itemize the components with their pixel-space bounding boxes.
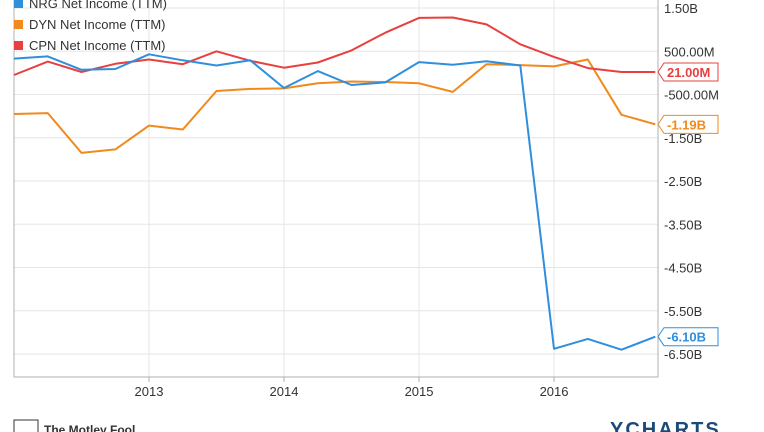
x-axis-ticks: 2013 2014 2015 2016 — [135, 377, 569, 399]
x-tick-label: 2013 — [135, 384, 164, 399]
y-tick-label: -3.50B — [664, 217, 702, 232]
legend-label: DYN Net Income (TTM) — [29, 17, 166, 32]
motley-fool-logo-icon — [13, 419, 39, 432]
end-label-cpn: 21.00M — [657, 62, 719, 82]
legend-label: NRG Net Income (TTM) — [29, 0, 167, 11]
x-tick-label: 2014 — [270, 384, 299, 399]
plot-area-border — [13, 0, 659, 378]
y-tick-label: -500.00M — [664, 88, 719, 103]
end-label-pointer — [657, 327, 719, 347]
end-label-text: 21.00M — [667, 65, 710, 80]
legend-swatch — [14, 0, 23, 8]
x-tick-label: 2015 — [405, 384, 434, 399]
y-tick-label: -2.50B — [664, 174, 702, 189]
footer-right-text: YCHARTS — [610, 419, 721, 432]
legend-swatch — [14, 41, 23, 50]
series-line-dyn — [13, 58, 656, 154]
y-axis-ticks: 1.50B 500.00M -500.00M -1.50B -2.50B -3.50B -4… — [664, 1, 719, 362]
legend: NRG Net Income (TTM) DYN Net Income (TTM)… — [14, 0, 167, 53]
end-label-text: -6.10B — [667, 330, 706, 345]
x-tick-label: 2016 — [540, 384, 569, 399]
y-tick-label: 500.00M — [664, 44, 715, 59]
y-tick-label: -5.50B — [664, 304, 702, 319]
footer: The Motley Fool YCHARTS — [13, 419, 721, 432]
legend-label: CPN Net Income (TTM) — [29, 38, 166, 53]
end-label-pointer — [657, 114, 719, 134]
end-label-pointer — [657, 62, 719, 82]
end-label-text: -1.19B — [667, 117, 706, 132]
series-line-nrg — [13, 53, 656, 351]
footer-left-text: The Motley Fool — [44, 423, 135, 432]
legend-swatch — [14, 20, 23, 29]
y-tick-label: 1.50B — [664, 1, 698, 16]
end-labels: -6.10B -1.19B 21.00M — [657, 62, 719, 347]
end-label-dyn: -1.19B — [657, 114, 719, 134]
y-tick-label: -1.50B — [664, 131, 702, 146]
y-tick-label: -4.50B — [664, 261, 702, 276]
end-label-nrg: -6.10B — [657, 327, 719, 347]
series-line-cpn — [13, 16, 656, 76]
y-tick-label: -6.50B — [664, 347, 702, 362]
series-layer — [13, 16, 656, 351]
